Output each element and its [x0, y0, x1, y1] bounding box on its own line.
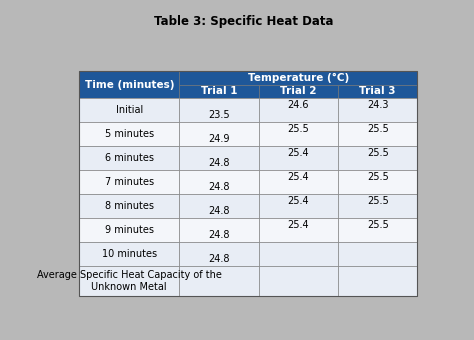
Text: 24.8: 24.8	[208, 206, 229, 216]
Text: 25.4: 25.4	[287, 172, 309, 182]
Bar	[80, 170, 179, 194]
Bar	[80, 71, 418, 296]
Bar	[338, 85, 418, 98]
Bar	[80, 218, 179, 242]
Bar	[338, 122, 418, 146]
Bar	[338, 194, 418, 218]
Bar	[80, 266, 179, 296]
Bar	[80, 194, 179, 218]
Bar	[179, 71, 418, 85]
Bar	[179, 85, 259, 98]
Bar	[80, 122, 179, 146]
Bar	[259, 122, 338, 146]
Bar	[80, 266, 179, 296]
Bar	[179, 266, 259, 296]
Bar	[80, 146, 179, 170]
Text: 24.8: 24.8	[208, 230, 229, 240]
Bar	[259, 266, 338, 296]
Text: 25.5: 25.5	[367, 148, 389, 158]
Text: 25.4: 25.4	[287, 220, 309, 230]
Bar	[259, 194, 338, 218]
Text: 25.4: 25.4	[287, 196, 309, 206]
Text: 24.3: 24.3	[367, 100, 389, 110]
Bar	[259, 170, 338, 194]
Text: 7 minutes: 7 minutes	[105, 177, 154, 187]
Text: Table 3: Specific Heat Data: Table 3: Specific Heat Data	[155, 15, 334, 28]
Text: Average Specific Heat Capacity of the
Unknown Metal: Average Specific Heat Capacity of the Un…	[37, 270, 222, 292]
Text: 24.9: 24.9	[208, 134, 229, 144]
Bar	[80, 194, 179, 218]
Text: Time (minutes): Time (minutes)	[84, 80, 174, 89]
Bar	[338, 98, 418, 122]
Text: 25.5: 25.5	[367, 220, 389, 230]
Bar	[259, 218, 338, 242]
Text: 25.5: 25.5	[367, 196, 389, 206]
Text: Trial 2: Trial 2	[280, 86, 317, 96]
Bar	[179, 170, 259, 194]
Bar	[80, 242, 179, 266]
Bar	[179, 194, 259, 218]
Bar	[179, 146, 259, 170]
Bar	[80, 170, 179, 194]
Text: 25.5: 25.5	[367, 124, 389, 134]
Bar	[338, 218, 418, 242]
Bar	[80, 242, 179, 266]
Text: 23.5: 23.5	[208, 110, 230, 120]
Bar	[179, 242, 259, 266]
Text: 24.8: 24.8	[208, 158, 229, 168]
Bar	[259, 146, 338, 170]
Bar	[80, 218, 179, 242]
Bar	[338, 266, 418, 296]
Bar	[80, 146, 179, 170]
Bar	[80, 71, 179, 98]
Text: Trial 3: Trial 3	[359, 86, 396, 96]
Text: Temperature (°C): Temperature (°C)	[247, 73, 349, 83]
Text: 24.6: 24.6	[288, 100, 309, 110]
Bar	[179, 122, 259, 146]
Bar	[80, 122, 179, 146]
Bar	[259, 98, 338, 122]
Bar	[80, 98, 179, 122]
Bar	[179, 218, 259, 242]
Bar	[259, 85, 338, 98]
Text: 25.5: 25.5	[367, 172, 389, 182]
Text: 24.8: 24.8	[208, 182, 229, 192]
Text: 8 minutes: 8 minutes	[105, 201, 154, 211]
Text: 10 minutes: 10 minutes	[102, 249, 157, 259]
Text: Initial: Initial	[116, 105, 143, 115]
Bar	[338, 242, 418, 266]
Bar	[80, 98, 179, 122]
Text: 24.8: 24.8	[208, 254, 229, 264]
Text: 25.5: 25.5	[287, 124, 309, 134]
Bar	[338, 170, 418, 194]
Bar	[338, 146, 418, 170]
Text: 6 minutes: 6 minutes	[105, 153, 154, 163]
Text: 25.4: 25.4	[287, 148, 309, 158]
Bar	[259, 242, 338, 266]
Text: 5 minutes: 5 minutes	[105, 129, 154, 139]
Bar	[179, 98, 259, 122]
Text: 9 minutes: 9 minutes	[105, 225, 154, 235]
Text: Trial 1: Trial 1	[201, 86, 237, 96]
